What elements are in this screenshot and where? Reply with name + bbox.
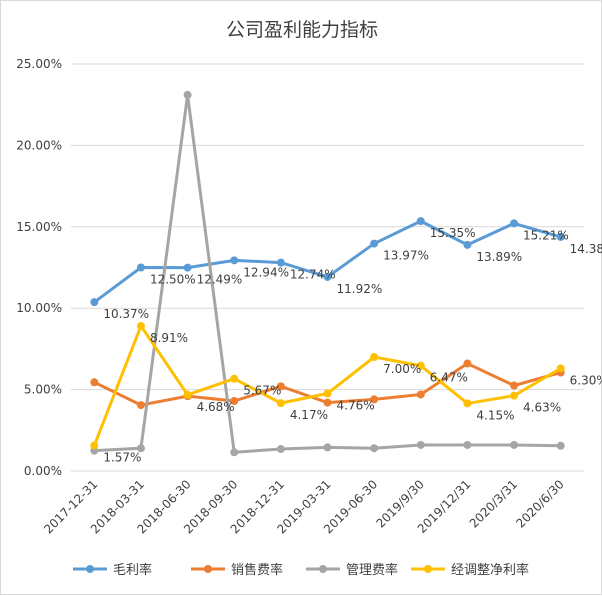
data-point: [416, 217, 425, 226]
data-label: 15.35%: [430, 226, 476, 240]
data-label: 11.92%: [337, 282, 383, 296]
data-point: [276, 399, 285, 408]
data-point: [276, 258, 285, 267]
data-point: [510, 391, 519, 400]
data-point: [90, 298, 99, 307]
data-point: [230, 256, 239, 265]
y-tick-label: 5.00%: [24, 383, 62, 397]
data-point: [416, 390, 425, 399]
data-point: [463, 399, 472, 408]
data-label: 12.49%: [197, 273, 243, 287]
data-label: 4.63%: [523, 401, 561, 415]
data-label: 8.91%: [150, 331, 188, 345]
data-label: 7.00%: [383, 362, 421, 376]
data-label: 4.76%: [337, 399, 375, 413]
data-point: [323, 272, 332, 281]
y-tick-label: 0.00%: [24, 464, 62, 478]
data-label: 12.94%: [243, 265, 289, 279]
data-label: 13.97%: [383, 249, 429, 263]
data-point: [230, 396, 239, 405]
data-point: [463, 359, 472, 368]
data-label: 5.67%: [243, 384, 281, 398]
data-label: 14.38%: [570, 242, 602, 256]
data-point: [556, 232, 565, 241]
data-point: [230, 374, 239, 383]
y-tick-label: 20.00%: [16, 138, 62, 152]
data-label: 4.68%: [197, 400, 235, 414]
data-point: [90, 441, 99, 450]
data-point: [370, 444, 379, 453]
legend-label: 管理费率: [346, 562, 398, 578]
data-point: [510, 440, 519, 449]
data-label: 13.89%: [476, 250, 522, 264]
data-label: 6.30%: [570, 373, 602, 387]
legend-marker: [86, 565, 94, 573]
data-point: [370, 239, 379, 248]
data-point: [370, 395, 379, 404]
legend-label: 销售费率: [231, 562, 283, 578]
data-point: [463, 240, 472, 249]
data-label: 15.21%: [523, 228, 569, 242]
data-point: [276, 445, 285, 454]
data-point: [183, 90, 192, 99]
data-point: [90, 378, 99, 387]
data-point: [556, 441, 565, 450]
data-point: [463, 440, 472, 449]
data-point: [416, 361, 425, 370]
y-tick-label: 25.00%: [16, 57, 62, 71]
data-point: [556, 364, 565, 373]
data-label: 4.17%: [290, 408, 328, 422]
data-label: 1.57%: [103, 450, 141, 464]
data-point: [136, 444, 145, 453]
legend-marker: [319, 565, 327, 573]
data-point: [183, 390, 192, 399]
data-point: [136, 321, 145, 330]
data-label: 6.47%: [430, 371, 468, 385]
y-tick-label: 15.00%: [16, 220, 62, 234]
data-point: [230, 448, 239, 457]
data-label: 4.15%: [476, 408, 514, 422]
x-tick-label: 2020/3/31: [467, 477, 520, 530]
data-point: [323, 443, 332, 452]
data-point: [510, 219, 519, 228]
data-point: [276, 382, 285, 391]
data-point: [370, 353, 379, 362]
data-point: [183, 263, 192, 272]
data-point: [323, 398, 332, 407]
legend-label: 毛利率: [113, 562, 152, 578]
data-point: [510, 381, 519, 390]
data-point: [416, 440, 425, 449]
legend-marker: [204, 565, 212, 573]
chart-title: 公司盈利能力指标: [225, 19, 378, 41]
data-point: [323, 389, 332, 398]
data-label: 12.50%: [150, 273, 196, 287]
data-point: [136, 263, 145, 272]
y-tick-label: 10.00%: [16, 301, 62, 315]
legend-marker: [424, 565, 432, 573]
legend-label: 经调整净利率: [451, 562, 529, 578]
x-tick-label: 2020/6/30: [513, 477, 566, 530]
data-label: 10.37%: [103, 307, 149, 321]
data-label: 12.74%: [290, 268, 336, 282]
data-point: [136, 401, 145, 410]
